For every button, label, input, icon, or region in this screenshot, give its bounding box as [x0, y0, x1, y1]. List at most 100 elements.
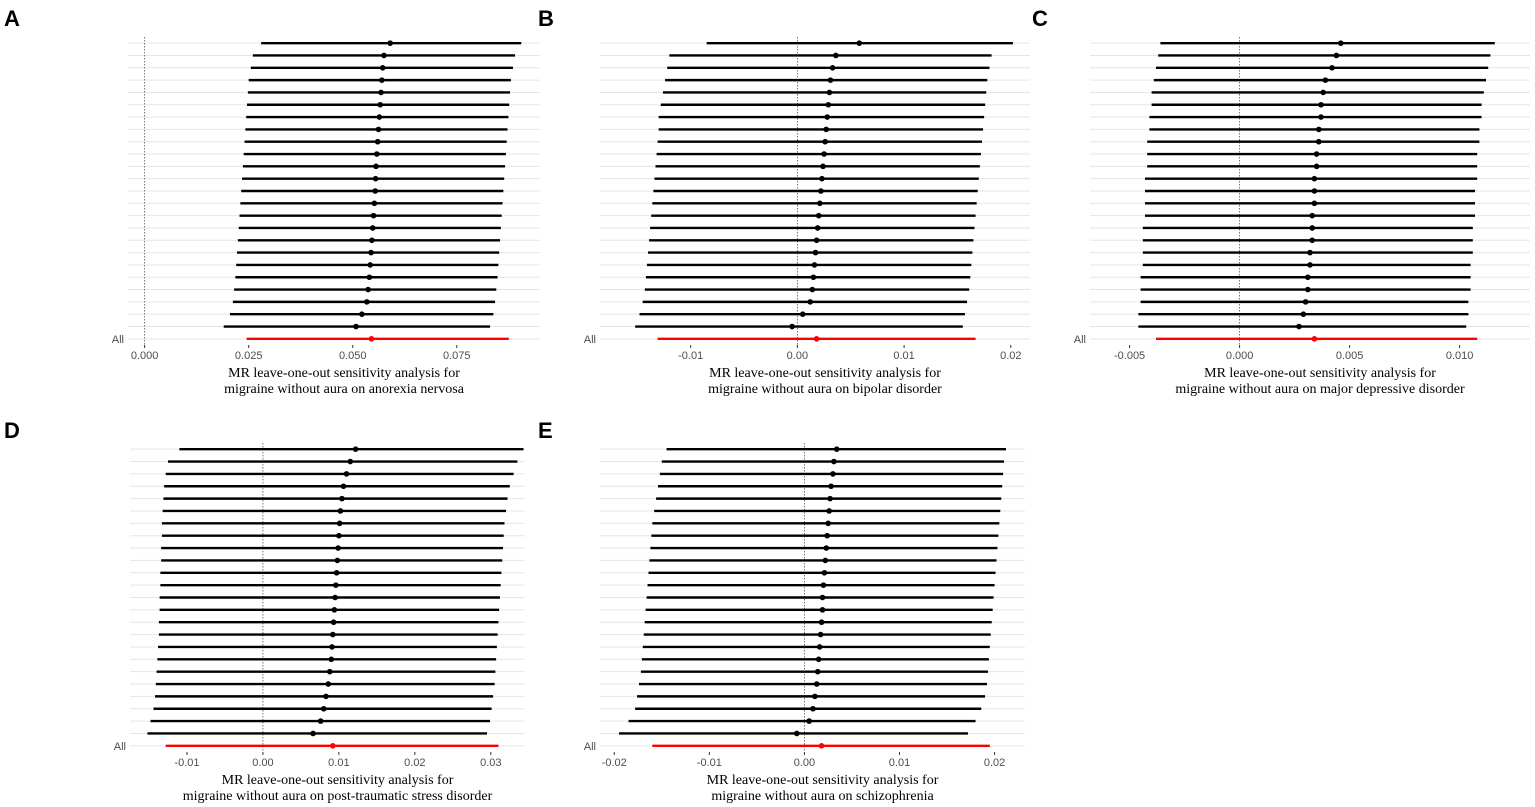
row-label: All: [112, 334, 124, 346]
row-label: All: [584, 741, 596, 753]
x-axis-title: MR leave-one-out sensitivity analysis fo…: [1204, 366, 1436, 381]
estimate-point: [320, 705, 327, 712]
estimate-point: [819, 175, 825, 182]
estimate-point: [1320, 89, 1326, 96]
x-tick-label: -0.01: [174, 757, 199, 769]
estimate-point: [369, 225, 376, 231]
estimate-point: [814, 225, 821, 231]
estimate-point: [1305, 286, 1311, 293]
estimate-point: [821, 151, 827, 157]
estimate-point: [818, 188, 824, 194]
estimate-point: [816, 644, 823, 650]
estimate-point: [1329, 65, 1335, 71]
estimate-point: [1318, 101, 1324, 108]
estimate-point: [325, 681, 332, 687]
estimate-point: [810, 274, 817, 281]
x-tick-label: 0.000: [1226, 350, 1254, 362]
estimate-point: [310, 730, 316, 737]
estimate-point: [813, 681, 820, 687]
estimate-point: [343, 471, 350, 477]
x-axis-title: migraine without aura on anorexia nervos…: [224, 382, 465, 397]
estimate-point: [336, 520, 343, 527]
estimate-point: [813, 336, 820, 342]
estimate-point: [340, 483, 347, 490]
estimate-point: [807, 299, 813, 305]
estimate-point: [819, 594, 826, 601]
estimate-point: [374, 151, 380, 157]
estimate-point: [828, 483, 834, 490]
estimate-point: [815, 212, 822, 219]
estimate-point: [1311, 175, 1318, 182]
x-tick-label: 0.00: [787, 350, 808, 362]
x-axis-title: MR leave-one-out sensitivity analysis fo…: [222, 773, 454, 788]
estimate-point: [369, 237, 375, 244]
estimate-point: [1307, 262, 1313, 268]
estimate-point: [824, 532, 831, 539]
estimate-point: [1296, 323, 1302, 330]
estimate-point: [825, 101, 832, 108]
estimate-point: [347, 458, 354, 465]
panel-label: E: [538, 418, 553, 443]
estimate-point: [379, 77, 385, 83]
estimate-point: [1333, 52, 1340, 59]
estimate-point: [331, 607, 338, 613]
row-label: All: [1074, 334, 1086, 346]
x-tick-label: -0.01: [678, 350, 703, 362]
x-tick-label: 0.01: [328, 757, 349, 769]
estimate-point: [829, 65, 836, 71]
estimate-point: [365, 286, 371, 293]
panel-label: A: [4, 6, 20, 31]
x-axis-title: migraine without aura on post-traumatic …: [183, 789, 493, 804]
estimate-point: [330, 743, 336, 749]
estimate-point: [1300, 311, 1307, 318]
estimate-point: [856, 40, 863, 46]
x-axis-title: migraine without aura on schizophrenia: [711, 789, 934, 804]
estimate-point: [332, 594, 338, 601]
estimate-point: [823, 545, 830, 551]
estimate-point: [377, 101, 383, 108]
x-tick-label: -0.02: [602, 757, 627, 769]
estimate-point: [336, 532, 342, 539]
x-tick-label: 0.02: [1000, 350, 1021, 362]
estimate-point: [1302, 299, 1309, 305]
estimate-point: [1313, 163, 1320, 170]
estimate-point: [823, 126, 830, 133]
x-tick-label: 0.03: [480, 757, 501, 769]
estimate-point: [820, 163, 826, 170]
x-tick-label: 0.01: [889, 757, 910, 769]
estimate-point: [811, 262, 818, 268]
estimate-point: [339, 495, 345, 502]
panel-label: D: [4, 418, 20, 443]
estimate-point: [799, 311, 806, 318]
estimate-point: [367, 262, 374, 268]
x-axis-title: MR leave-one-out sensitivity analysis fo…: [228, 366, 460, 381]
estimate-point: [368, 336, 375, 342]
estimate-point: [364, 299, 370, 305]
row-label: All: [114, 741, 126, 753]
estimate-point: [833, 52, 839, 59]
estimate-point: [830, 471, 836, 477]
estimate-point: [1313, 151, 1320, 157]
estimate-point: [826, 508, 832, 514]
estimate-point: [817, 200, 823, 207]
estimate-point: [1309, 225, 1315, 231]
estimate-point: [353, 323, 359, 330]
estimate-point: [330, 631, 336, 638]
estimate-point: [379, 65, 386, 71]
estimate-point: [812, 249, 819, 256]
estimate-point: [1316, 126, 1322, 133]
x-tick-label: 0.000: [131, 350, 159, 362]
estimate-point: [372, 175, 379, 182]
estimate-point: [833, 446, 840, 452]
estimate-point: [1307, 249, 1313, 256]
estimate-point: [815, 656, 822, 663]
estimate-point: [328, 656, 335, 663]
x-tick-label: -0.01: [697, 757, 722, 769]
x-tick-label: 0.02: [984, 757, 1005, 769]
x-tick-label: 0.050: [339, 350, 367, 362]
estimate-point: [334, 557, 341, 564]
x-tick-label: 0.005: [1336, 350, 1364, 362]
estimate-point: [371, 200, 378, 207]
